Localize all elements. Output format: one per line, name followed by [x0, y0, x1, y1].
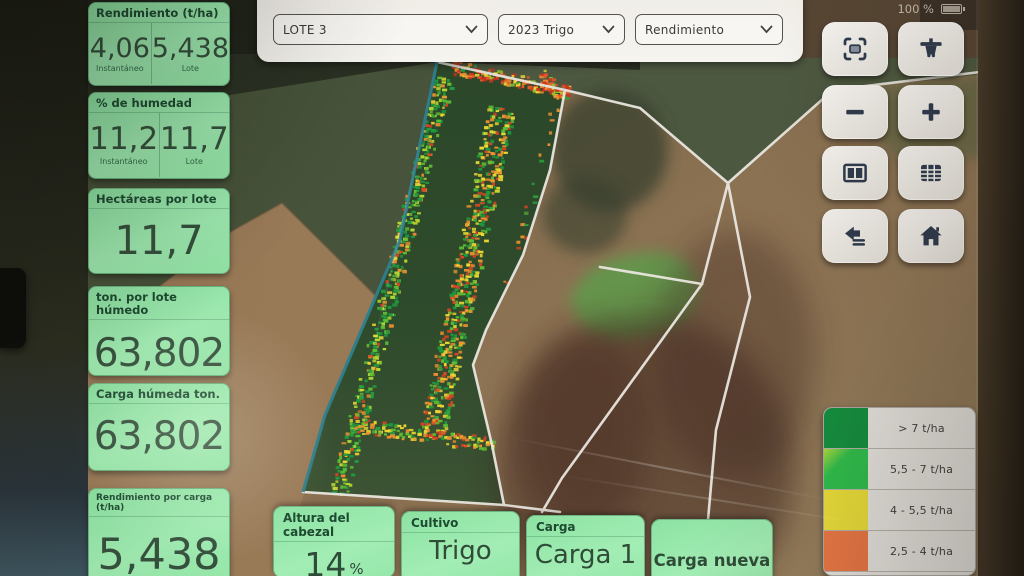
metric-panel-rendimiento: Rendimiento (t/ha) 4,06 Instantáneo 5,43… [88, 2, 230, 86]
tablet-bezel-left [0, 0, 88, 576]
battery-icon [941, 4, 965, 14]
map-button-panel [818, 22, 970, 274]
metric-title: ton. por lote húmedo [89, 287, 229, 321]
chevron-down-icon [760, 25, 773, 34]
load-value: Carga 1 [534, 540, 637, 570]
legend-swatch [824, 408, 868, 448]
legend-swatch [824, 490, 868, 530]
metric-title: Rendimiento por carga (t/ha) [89, 489, 229, 517]
lote-select-value: LOTE 3 [283, 22, 327, 37]
metric-value-instant: 11,2 [89, 121, 159, 158]
mount-clip [0, 268, 26, 348]
legend-row: 2,5 - 4 t/ha [824, 531, 975, 572]
metric-sublabel: Lote [181, 63, 199, 73]
table-grid-icon [921, 164, 941, 182]
zoom-out-button[interactable] [822, 85, 888, 139]
field-left-boundary [301, 61, 439, 493]
layer-select-value: Rendimiento [645, 22, 725, 37]
panel-title: Altura del cabezal [274, 507, 394, 542]
battery-percent: 100 % [897, 2, 934, 16]
tablet-frame-right [978, 0, 1024, 576]
metric-title: Rendimiento (t/ha) [89, 3, 229, 24]
metric-title: Carga húmeda ton. [89, 384, 229, 405]
status-bar: 100 % [897, 2, 965, 16]
panel-title: Cultivo [402, 512, 519, 533]
legend-row: 4 - 5,5 t/ha [824, 490, 975, 531]
combine-harvester-icon [920, 38, 942, 58]
header-height-panel: Altura del cabezal 14 % [273, 506, 395, 576]
metric-sublabel: Instantáneo [99, 157, 148, 167]
metric-panel-humedad: % de humedad 11,2 Instantáneo 11,7 Lote [88, 92, 230, 179]
metric-value: 63,802 [93, 414, 225, 460]
yield-legend: > 7 t/ha 5,5 - 7 t/ha 4 - 5,5 t/ha 2,5 -… [823, 407, 976, 576]
season-crop-select[interactable]: 2023 Trigo [498, 14, 625, 45]
metric-panel-carga-humeda: Carga húmeda ton. 63,802 [88, 383, 230, 471]
new-load-label: Carga nueva [653, 550, 771, 570]
focus-frame-icon [843, 37, 867, 61]
zoom-in-button[interactable] [898, 85, 964, 139]
legend-row: > 7 t/ha [824, 408, 975, 449]
season-crop-select-value: 2023 Trigo [508, 22, 575, 37]
home-button[interactable] [898, 209, 964, 263]
new-load-button[interactable]: Carga nueva [651, 519, 773, 576]
crop-value: Trigo [429, 536, 492, 566]
split-view-button[interactable] [822, 146, 888, 200]
table-view-button[interactable] [898, 146, 964, 200]
legend-label: 2,5 - 4 t/ha [889, 544, 954, 558]
metric-value-lote: 5,438 [151, 32, 229, 64]
legend-swatch [824, 449, 868, 489]
metric-value: 5,438 [97, 529, 221, 576]
center-map-button[interactable] [822, 22, 888, 76]
header-height-value: 14 [304, 545, 347, 576]
switch-list-icon [845, 226, 865, 246]
toolbar: LOTE 3 2023 Trigo Rendimiento [257, 0, 803, 62]
metric-value-instant: 4,06 [89, 32, 150, 64]
legend-label: 4 - 5,5 t/ha [889, 503, 954, 517]
metric-value: 11,7 [114, 217, 204, 264]
minus-icon [846, 109, 864, 115]
legend-label: 5,5 - 7 t/ha [889, 462, 954, 476]
view-switch-button[interactable] [822, 209, 888, 263]
metric-value: 63,802 [93, 331, 225, 376]
load-panel[interactable]: Carga Carga 1 [526, 515, 645, 576]
metric-panel-hectareas: Hectáreas por lote 11,7 [88, 188, 230, 274]
metric-sublabel: Lote [185, 157, 203, 167]
machine-button[interactable] [898, 22, 964, 76]
legend-label: > 7 t/ha [898, 421, 945, 435]
layer-select[interactable]: Rendimiento [635, 14, 783, 45]
split-view-icon [843, 163, 867, 183]
metric-value-lote: 11,7 [159, 121, 229, 158]
metric-title: Hectáreas por lote [89, 189, 229, 210]
legend-row: 5,5 - 7 t/ha [824, 449, 975, 490]
lote-select[interactable]: LOTE 3 [273, 14, 488, 45]
crop-panel: Cultivo Trigo [401, 511, 520, 576]
metric-panel-rend-carga: Rendimiento por carga (t/ha) 5,438 [88, 488, 230, 576]
metric-panel-ton-lote: ton. por lote húmedo 63,802 [88, 286, 230, 376]
metric-sublabel: Instantáneo [96, 63, 144, 73]
home-icon [920, 226, 942, 246]
chevron-down-icon [465, 25, 478, 34]
metric-title: % de humedad [89, 93, 229, 114]
chevron-down-icon [602, 25, 615, 34]
plus-icon [922, 103, 940, 121]
header-height-unit: % [349, 559, 364, 576]
panel-title: Carga [527, 516, 644, 537]
legend-swatch [824, 531, 868, 571]
